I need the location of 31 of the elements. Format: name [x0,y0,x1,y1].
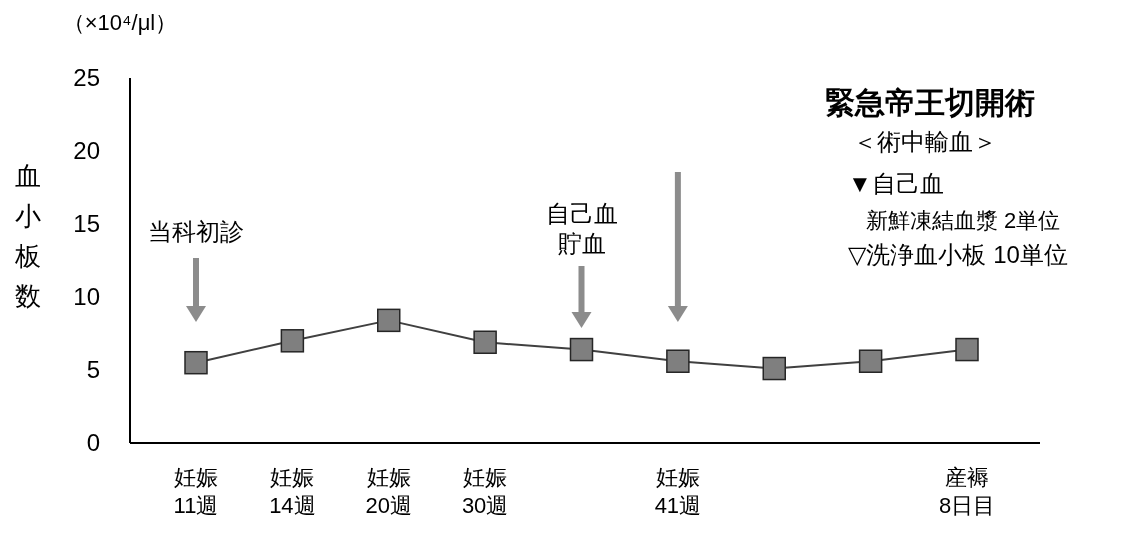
annotation: 新鮮凍結血漿 2単位 [866,208,1061,233]
x-tick-label: 産褥 8日目 [938,465,996,518]
y-tick-label: 10 [73,283,100,310]
text: （×10⁴/μl） [62,10,178,35]
annotation: ▼自己血 [848,170,944,197]
x-tick-label: 妊娠 11週 [173,465,219,518]
x-tick-label: 妊娠 41週 [654,465,702,518]
x-tick-label: 妊娠 30週 [461,465,509,518]
point [858,349,883,373]
point [473,330,497,355]
y-tick-label: 5 [86,356,100,383]
point [377,308,401,333]
y-tick-label: 0 [86,429,100,456]
x-tick-label: 妊娠 14週 [269,465,316,518]
point [666,349,690,373]
annotation: ＜術中輸血＞ [853,128,997,155]
annotation: ▽洗浄血小板 10単位 [848,241,1068,268]
y-axis-title: 血小板数 [14,161,41,311]
annotation: 貯血 [557,230,606,257]
point [569,337,594,362]
x-tick-label: 妊娠 20週 [365,465,412,518]
annotation: 自己血 [545,200,618,227]
point [955,337,979,362]
chart-title: 緊急帝王切開術 [825,86,1035,119]
y-tick-label: 20 [73,137,100,164]
point [184,350,208,375]
y-tick-label: 15 [73,210,100,237]
point [280,329,305,353]
annotation: 当科初診 [148,218,244,245]
point [762,356,786,381]
y-tick-label: 25 [73,64,100,91]
